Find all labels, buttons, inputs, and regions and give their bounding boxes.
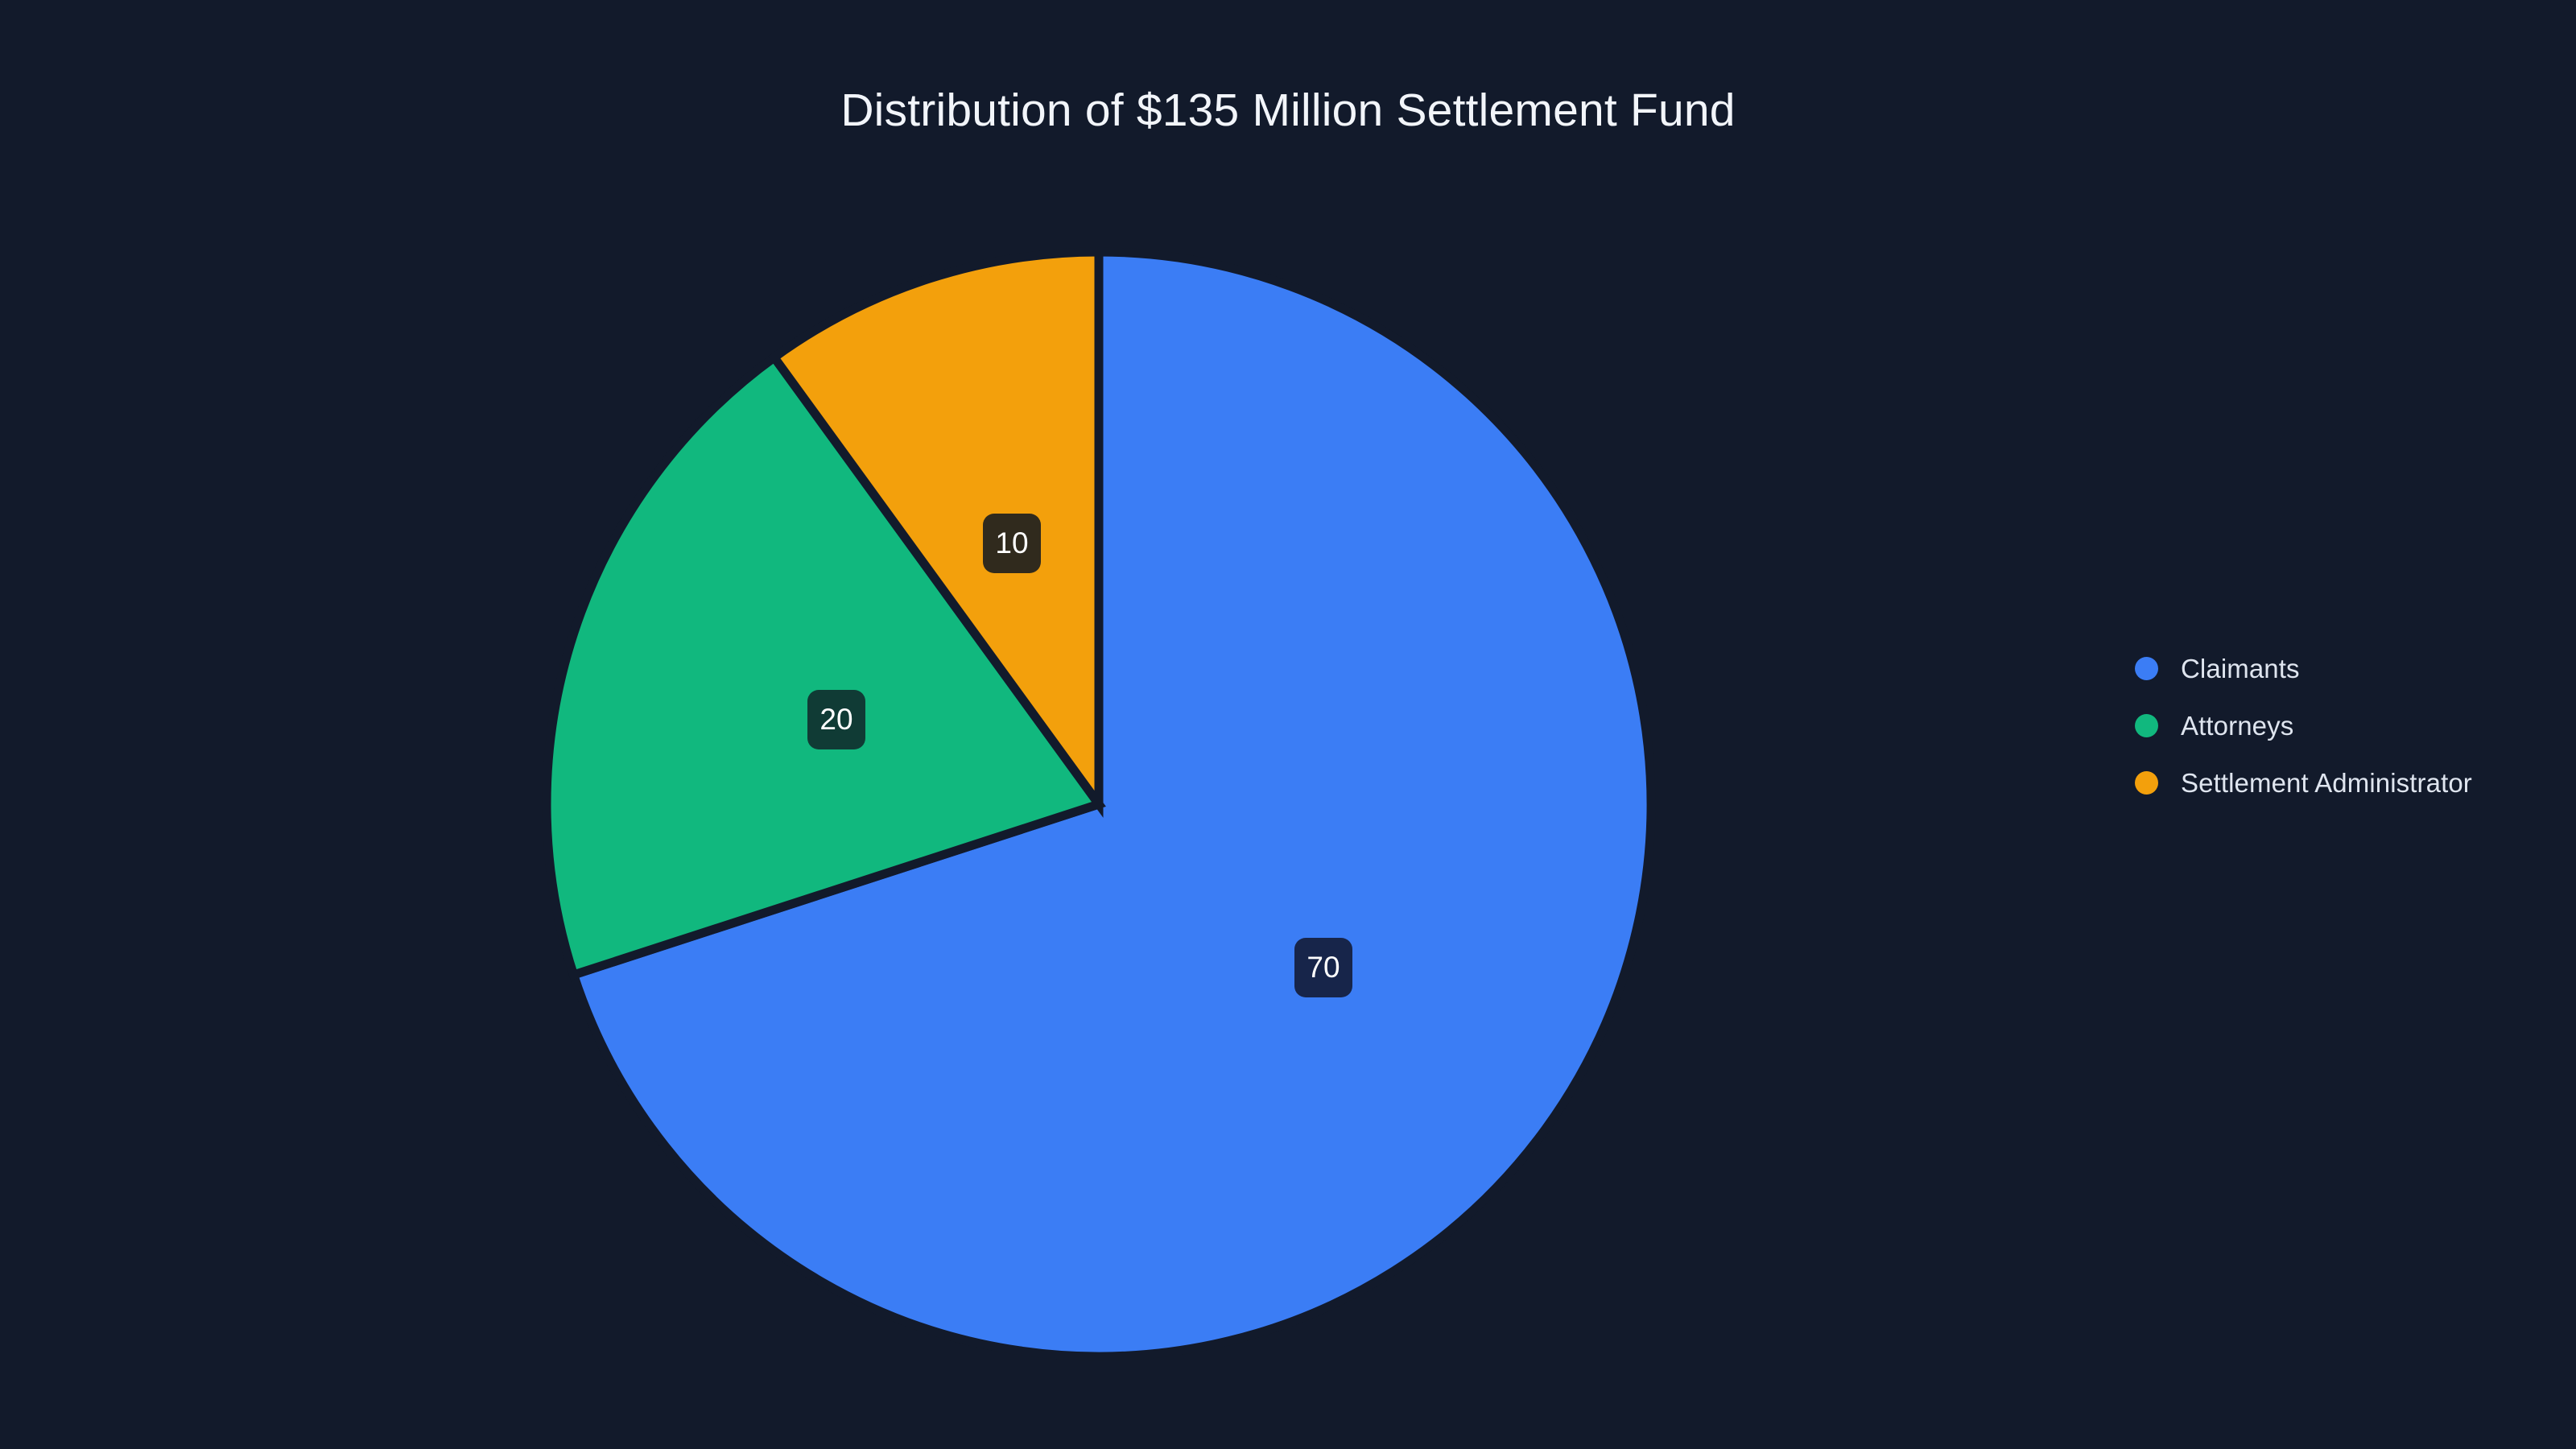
data-label-value: 20 (819, 703, 852, 736)
legend-item-label: Attorneys (2181, 710, 2294, 741)
data-label-background (983, 514, 1041, 573)
data-label-background (807, 690, 865, 749)
legend-swatch-icon (2135, 657, 2158, 680)
chart-legend: Claimants Attorneys Settlement Administrat… (2135, 640, 2553, 811)
legend-item[interactable]: Settlement Administrator (2135, 754, 2553, 811)
data-label-background (1294, 938, 1352, 997)
legend-swatch-icon (2135, 714, 2158, 737)
legend-item-label: Settlement Administrator (2181, 767, 2472, 798)
legend-item-label: Claimants (2181, 653, 2300, 683)
pie-slice[interactable] (768, 247, 1104, 818)
pie-slice[interactable] (542, 351, 1106, 980)
legend-item[interactable]: Claimants (2135, 640, 2553, 697)
legend-item[interactable]: Attorneys (2135, 697, 2553, 754)
pie-slices (542, 247, 1656, 1361)
data-label-value: 70 (1307, 951, 1340, 984)
data-label-value: 10 (995, 526, 1028, 559)
pie-data-labels: 70 20 10 (807, 514, 1352, 997)
pie-slice[interactable] (568, 247, 1656, 1361)
legend-swatch-icon (2135, 771, 2158, 795)
page-title: Distribution of $135 Million Settlement … (840, 85, 1736, 136)
